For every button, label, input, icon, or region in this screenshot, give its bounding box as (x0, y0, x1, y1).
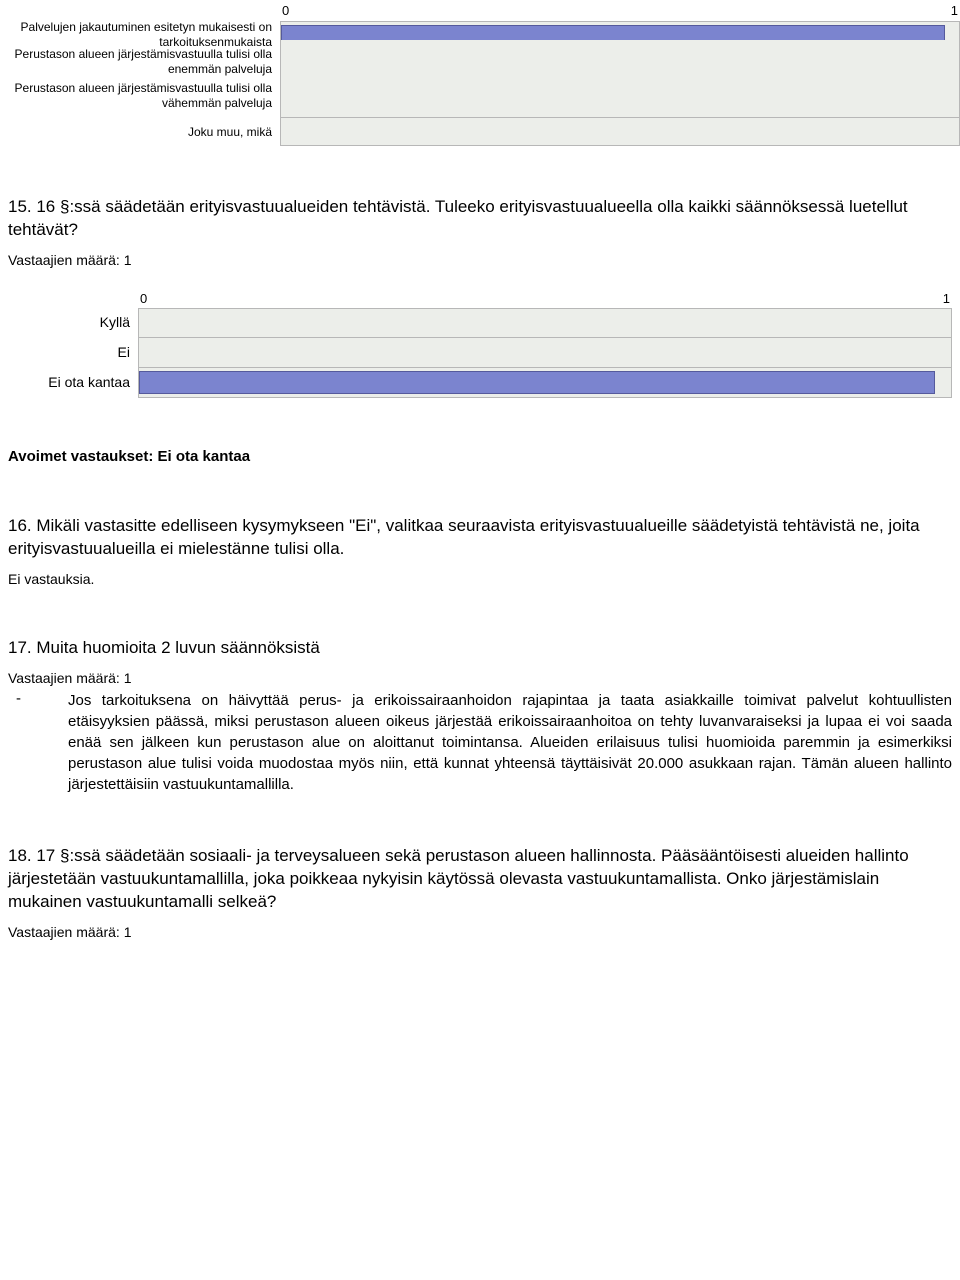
chart-2-row-ei-ota-kantaa: Ei ota kantaa (8, 368, 952, 398)
axis-tick-min: 0 (140, 291, 147, 306)
chart-1-service-distribution: 0 1 Palvelujen jakautuminen esitetyn muk… (0, 0, 960, 146)
open-answers-section: Avoimet vastaukset: Ei ota kantaa (0, 448, 960, 465)
chart-1-bar-track (280, 74, 960, 118)
question-16-no-answers: Ei vastauksia. (8, 571, 952, 587)
chart-2-x-axis: 0 1 (8, 288, 952, 308)
chart-2-bar-track (138, 338, 952, 368)
question-15-respondent-count: Vastaajien määrä: 1 (8, 252, 952, 268)
chart-2-bar-fill (139, 371, 935, 394)
chart-2-row-kylla: Kyllä (8, 308, 952, 338)
chart-2-category-label: Kyllä (8, 314, 138, 332)
question-17: 17. Muita huomioita 2 luvun säännöksistä… (0, 637, 960, 795)
open-answers-heading: Avoimet vastaukset: Ei ota kantaa (8, 448, 952, 465)
question-17-heading: 17. Muita huomioita 2 luvun säännöksistä (8, 637, 952, 660)
chart-1-x-axis: 0 1 (0, 0, 960, 20)
chart-2-category-label: Ei (8, 344, 138, 362)
chart-1-category-label: Perustason alueen järjestämisvastuulla t… (0, 74, 280, 118)
axis-tick-max: 1 (943, 291, 950, 306)
axis-tick-min: 0 (282, 3, 289, 18)
question-15: 15. 16 §:ssä säädetään erityisvastuualue… (0, 196, 960, 268)
question-16-heading: 16. Mikäli vastasitte edelliseen kysymyk… (8, 515, 952, 561)
question-18-respondent-count: Vastaajien määrä: 1 (8, 924, 952, 940)
question-18: 18. 17 §:ssä säädetään sosiaali- ja terv… (0, 845, 960, 940)
bullet-dash: - (8, 690, 68, 795)
chart-1-category-label: Joku muu, mikä (0, 118, 280, 146)
chart-1-row-2: Perustason alueen järjestämisvastuulla t… (0, 74, 960, 118)
question-17-respondent-count: Vastaajien määrä: 1 (8, 670, 952, 686)
question-17-response-text: Jos tarkoituksena on häivyttää perus- ja… (68, 690, 952, 795)
question-18-heading: 18. 17 §:ssä säädetään sosiaali- ja terv… (8, 845, 952, 914)
question-15-heading: 15. 16 §:ssä säädetään erityisvastuualue… (8, 196, 952, 242)
chart-2-category-label: Ei ota kantaa (8, 374, 138, 392)
question-17-response: - Jos tarkoituksena on häivyttää perus- … (8, 690, 952, 795)
chart-1-bar-track (280, 118, 960, 146)
chart-2-bar-track (138, 308, 952, 338)
question-16: 16. Mikäli vastasitte edelliseen kysymyk… (0, 515, 960, 587)
chart-2-yes-no: 0 1 Kyllä Ei Ei ota kantaa (0, 288, 960, 398)
chart-1-row-3: Joku muu, mikä (0, 118, 960, 146)
chart-2-bar-track (138, 368, 952, 398)
axis-tick-max: 1 (951, 3, 958, 18)
chart-2-row-ei: Ei (8, 338, 952, 368)
